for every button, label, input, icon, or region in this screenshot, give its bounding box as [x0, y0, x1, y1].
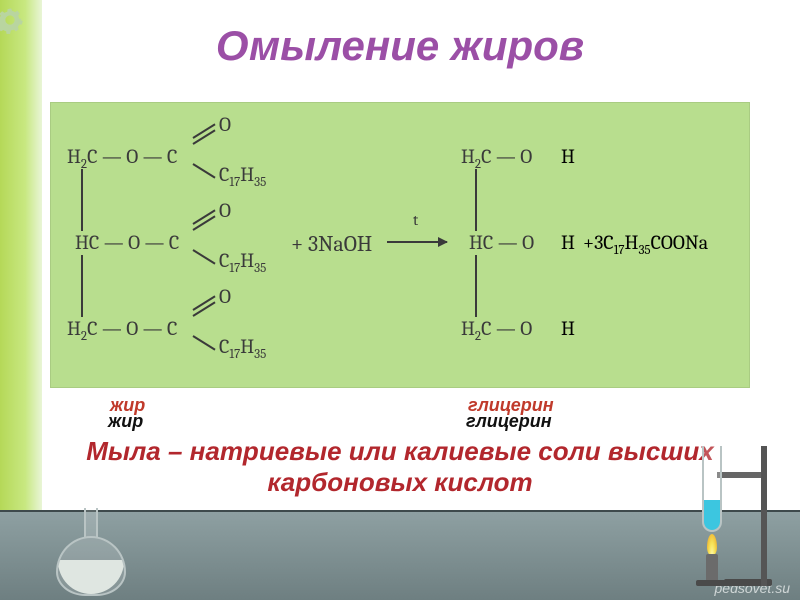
stand-clamp: [717, 472, 761, 478]
br2-O: O: [219, 199, 231, 222]
apparatus-decor: [622, 416, 772, 586]
gly-c1: H2C — O: [461, 145, 532, 172]
gly-c3: H2C — O: [461, 317, 532, 344]
burner-base: [696, 580, 728, 586]
slide-background: Омыление жиров H2C — O — C HC — O — C H2…: [0, 0, 800, 600]
burner-flame: [707, 534, 717, 556]
backbone-1: [81, 169, 83, 231]
flask-body: [56, 536, 126, 596]
slide-title: Омыление жиров: [0, 22, 800, 70]
reaction-arrow: [387, 241, 447, 243]
gly-H2: H: [561, 231, 575, 254]
label-fat: жир: [108, 411, 143, 432]
burner: [696, 546, 728, 586]
gly-H1: H: [561, 145, 575, 168]
trig-c2: HC — O — C: [75, 231, 179, 254]
br2-dn: [192, 249, 215, 264]
backbone-2: [81, 255, 83, 317]
br2-tail: C17H35: [219, 249, 266, 276]
br1-O: O: [219, 113, 231, 136]
testtube-liquid: [704, 500, 720, 530]
gly-backbone-2: [475, 255, 477, 317]
trig-c3: H2C — O — C: [67, 317, 177, 344]
gly-H3: H: [561, 317, 575, 340]
br3-O: O: [219, 285, 231, 308]
br1-dn: [192, 163, 215, 178]
reagent-naoh: + 3NaOH: [291, 231, 372, 257]
flask-neck: [84, 508, 98, 538]
flask-liquid: [58, 560, 124, 594]
burner-body: [706, 554, 718, 582]
chemistry-equation: H2C — O — C HC — O — C H2C — O — C O C17…: [51, 103, 749, 387]
product-soap: +3C17H35COONa: [583, 231, 708, 258]
br3-dn: [192, 335, 215, 350]
reaction-condition: t: [413, 211, 418, 229]
test-tube: [702, 446, 722, 532]
reaction-panel: H2C — O — C HC — O — C H2C — O — C O C17…: [50, 102, 750, 388]
gly-backbone-1: [475, 169, 477, 231]
gly-c2: HC — O: [469, 231, 534, 254]
br3-tail: C17H35: [219, 335, 266, 362]
flask-decor: [56, 508, 126, 596]
br1-tail: C17H35: [219, 163, 266, 190]
label-glycerol: глицерин: [466, 411, 552, 432]
stand-pole: [761, 446, 767, 586]
trig-c1: H2C — O — C: [67, 145, 177, 172]
